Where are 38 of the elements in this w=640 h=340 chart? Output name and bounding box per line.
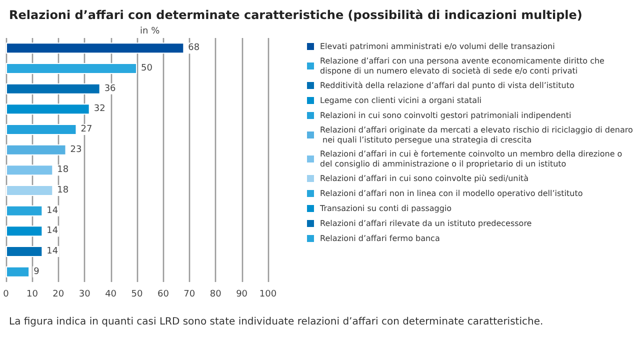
x-tick-label: 30 [78, 290, 91, 300]
legend-label: Legame con clienti vicini a organi statali [320, 96, 482, 105]
x-tick-label: 70 [184, 290, 196, 300]
legend-label: Relazioni in cui sono coinvolti gestori patrimoniali indipendenti [320, 111, 572, 120]
data-label: 14 [46, 246, 58, 256]
data-label: 36 [104, 84, 116, 94]
text: La figura indica in quanti casi LRD sono state individuate relazioni d’affari con determinate caratteristiche. [9, 316, 544, 328]
legend-label: Relazioni d’affari rilevate da un istituto predecessore [320, 219, 532, 228]
data-label: 9 [34, 266, 40, 277]
data-label: 14 [46, 226, 58, 236]
x-tick-label: 50 [131, 290, 143, 300]
legend-label: Elevati patrimoni amministrati e/o volumi delle transazioni [320, 42, 555, 51]
legend-label: Redditività della relazione d’affari dal punto di vista dell’istituto [320, 81, 574, 90]
legend-label: Relazione d’affari con una persona avente economicamente diritto che dispone di un numero elevato di società di sede e/o conti privati [320, 56, 608, 76]
x-tick-label: 0 [3, 290, 10, 300]
legend-label: Relazioni d’affari in cui sono coinvolte più sedi/unità [320, 174, 529, 183]
data-label: 18 [57, 165, 69, 176]
data-label: 27 [80, 124, 92, 134]
data-label: 18 [57, 186, 69, 196]
x-tick-label: 60 [157, 290, 170, 300]
legend-label: Relazioni d’affari originate da mercati a elevato rischio di riciclaggio di denaro nei quali l’istituto persegue una strategia di crescita [320, 126, 634, 144]
data-label: 50 [141, 64, 153, 74]
x-tick-label: 40 [105, 290, 117, 300]
legend-label: Transazioni su conti di passaggio [319, 204, 452, 213]
x-tick-label: 10 [26, 290, 38, 300]
data-label: 32 [94, 104, 106, 114]
legend-label: Relazioni d’affari non in linea con il modello operativo dell’istituto [320, 189, 583, 198]
data-label: 23 [70, 144, 82, 155]
text: Relazioni d’affari con determinate caratteristiche (possibilità di indicazioni multiple) [9, 8, 582, 22]
x-tick-label: 20 [52, 290, 64, 300]
data-label: 68 [188, 43, 200, 54]
data-label: 14 [46, 206, 58, 216]
x-tick-label: 100 [259, 290, 277, 300]
legend-label: Relazioni d’affari fermo banca [320, 234, 440, 243]
x-axis-title: in % [140, 26, 160, 36]
legend-label: Relazioni d’affari in cui è fortemente coinvolto un membro della direzione o del consiglio di amministrazione o il proprietario di un istituto [320, 150, 625, 168]
x-tick-label: 90 [236, 290, 248, 300]
x-tick-label: 80 [210, 290, 222, 300]
